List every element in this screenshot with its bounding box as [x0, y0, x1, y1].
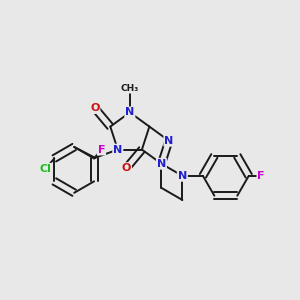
Text: N: N [178, 171, 187, 181]
Text: CH₃: CH₃ [121, 84, 139, 93]
Text: F: F [257, 171, 265, 181]
Text: F: F [98, 145, 105, 154]
Text: N: N [157, 159, 166, 169]
Text: O: O [90, 103, 100, 113]
Text: N: N [164, 136, 173, 146]
Text: O: O [122, 163, 131, 173]
Text: N: N [125, 107, 134, 117]
Text: Cl: Cl [40, 164, 51, 174]
Text: N: N [113, 145, 122, 154]
